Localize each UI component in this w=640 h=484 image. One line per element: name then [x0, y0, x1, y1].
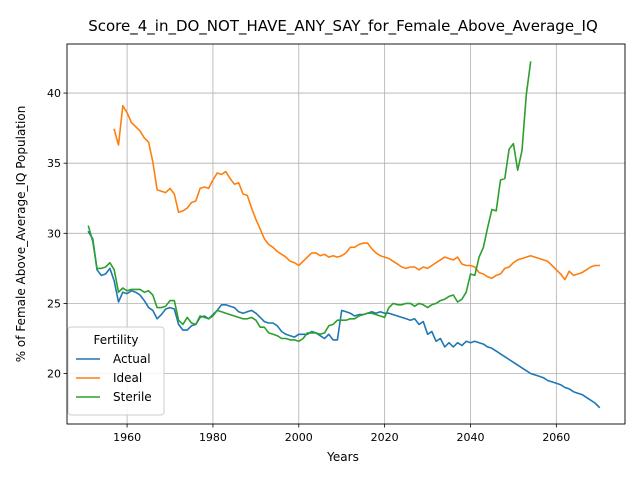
- x-tick-label: 1980: [199, 431, 227, 444]
- axis-ticks: 1960 1980 2000 2020 2040 2060 20 25 30 35 40: [47, 87, 570, 444]
- legend-title: Fertility: [93, 333, 138, 347]
- y-axis-label: % of Female Above_Average_IQ Population: [14, 106, 28, 363]
- y-tick-label: 25: [47, 297, 61, 310]
- x-tick-label: 2000: [285, 431, 313, 444]
- series-line-ideal: [113, 104, 601, 281]
- plot-area-frame: [66, 43, 626, 425]
- legend-entries: Actual Ideal Sterile: [76, 352, 152, 404]
- legend-box: [67, 326, 165, 416]
- y-tick-label: 35: [47, 157, 61, 170]
- grid: [67, 44, 625, 424]
- x-tick-label: 2060: [542, 431, 570, 444]
- legend-label-ideal: Ideal: [113, 371, 142, 385]
- legend: Fertility Actual Ideal Sterile: [67, 326, 165, 416]
- x-tick-label: 1960: [113, 431, 141, 444]
- x-tick-label: 2020: [371, 431, 399, 444]
- series-line-actual: [87, 230, 601, 409]
- y-tick-label: 30: [47, 227, 61, 240]
- legend-label-actual: Actual: [113, 352, 151, 366]
- x-tick-label: 2040: [456, 431, 484, 444]
- series-line-sterile: [87, 61, 532, 343]
- legend-label-sterile: Sterile: [113, 390, 152, 404]
- y-tick-label: 20: [47, 368, 61, 381]
- x-axis-label: Years: [326, 450, 359, 464]
- y-tick-label: 40: [47, 87, 61, 100]
- series-lines: [87, 61, 601, 409]
- chart-title: Score_4_in_DO_NOT_HAVE_ANY_SAY_for_Femal…: [88, 17, 598, 36]
